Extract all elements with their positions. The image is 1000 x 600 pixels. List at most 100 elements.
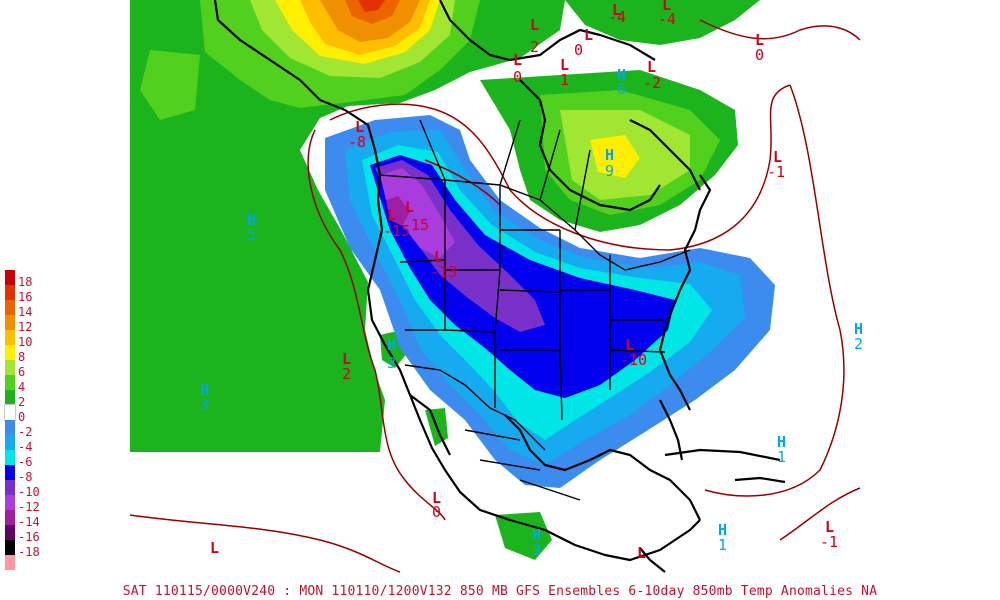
legend-label: 0 xyxy=(18,410,26,424)
political-borders xyxy=(379,119,691,501)
coast-labrador xyxy=(629,119,701,191)
center-value: 1 xyxy=(560,71,569,89)
center-letter: H xyxy=(605,146,614,164)
center-high-central-america: H1 xyxy=(718,521,727,554)
center-letter: L xyxy=(342,350,351,368)
legend-swatch xyxy=(5,465,15,480)
center-low-arctic-1: L-4 xyxy=(608,1,626,26)
center-low-ohio-valley: L-10 xyxy=(620,336,647,369)
legend-label: -12 xyxy=(18,500,40,514)
legend-entry: 10 xyxy=(5,330,65,349)
border-us-mexico xyxy=(404,364,546,451)
contour-atlantic xyxy=(704,84,845,497)
anomaly-centers: L-4 L-4 L0 L2 L0 L1 L0 L-2 L-8 L-1 L-15 … xyxy=(200,0,863,562)
legend-label: 14 xyxy=(18,305,33,319)
center-value: -2 xyxy=(643,74,661,92)
center-value: 0 xyxy=(574,41,583,59)
center-letter: H xyxy=(200,381,209,399)
center-low-bc-coast: L-8 xyxy=(348,118,366,151)
coast-alaska xyxy=(213,0,382,176)
mexico-states xyxy=(464,429,581,501)
province-lines xyxy=(419,119,591,231)
center-value: 2 xyxy=(854,335,863,353)
legend-swatch xyxy=(5,300,15,315)
center-letter: H xyxy=(718,521,727,539)
center-value: 0 xyxy=(432,503,441,521)
legend-label: 16 xyxy=(18,290,33,304)
center-value: 9 xyxy=(605,162,614,180)
fill-plus16-alaska xyxy=(358,0,385,12)
center-low-caribbean: L-1 xyxy=(820,518,838,551)
center-value: 1 xyxy=(718,536,727,554)
center-letter: H xyxy=(387,336,396,354)
legend-entry xyxy=(5,555,65,570)
legend-entry: -6 xyxy=(5,450,65,468)
contour-south xyxy=(129,514,401,573)
warm-anomaly-fills xyxy=(130,0,760,560)
center-letter: L xyxy=(647,58,656,76)
legend-entry: -12 xyxy=(5,495,65,514)
legend-swatch xyxy=(5,540,15,555)
center-letter: L xyxy=(387,206,396,224)
center-low-greenland: L0 xyxy=(755,31,764,64)
fill-plus2-pacific xyxy=(130,0,565,452)
center-letter: L xyxy=(612,1,621,19)
legend-swatch xyxy=(5,390,15,405)
legend-entry: -18 xyxy=(5,540,65,558)
center-low-south-pacific: L xyxy=(210,539,219,557)
legend-entry: 0 xyxy=(4,404,65,424)
center-value: 2 xyxy=(530,38,539,56)
center-letter: L xyxy=(584,26,593,44)
center-low-california: L2 xyxy=(342,350,351,383)
center-letter: L xyxy=(560,56,569,74)
fill-plus14-alaska xyxy=(345,0,400,24)
coastlines xyxy=(213,0,786,573)
legend-swatch xyxy=(5,315,15,330)
center-low-montana: L-13 xyxy=(430,248,457,281)
center-value: 3 xyxy=(200,396,209,414)
legend-entry: -2 xyxy=(5,420,65,439)
center-low-central-america: L xyxy=(637,544,646,562)
coast-pacific-west xyxy=(366,174,701,562)
center-high-epac: H3 xyxy=(532,526,541,559)
center-value: 5 xyxy=(247,226,256,244)
center-letter: H xyxy=(532,526,541,544)
center-value: -15 xyxy=(402,216,429,234)
center-letter: L xyxy=(773,148,782,166)
center-high-gulf-of-alaska: H5 xyxy=(247,211,256,244)
center-letter: L xyxy=(530,16,539,34)
state-lines-central xyxy=(499,229,666,421)
legend-swatch xyxy=(5,510,15,525)
center-letter: H xyxy=(854,320,863,338)
center-low-nunavut: L1 xyxy=(560,56,569,89)
legend-label: 10 xyxy=(18,335,33,349)
center-letter: L xyxy=(405,198,414,216)
legend-swatch xyxy=(5,480,15,495)
center-value: 0 xyxy=(513,68,522,86)
legend-swatch xyxy=(5,285,15,300)
center-value: 3 xyxy=(387,354,396,372)
legend-swatch xyxy=(5,420,15,435)
legend-entry: 12 xyxy=(5,315,65,333)
center-letter: L xyxy=(662,0,671,14)
center-letter: L xyxy=(355,118,364,136)
fill-plus8-hudson xyxy=(590,135,640,178)
coast-baja xyxy=(409,394,451,456)
color-legend: 18 16 14 12 10 8 6 4 2 0 -2 -4 -6 -8 -10 -12 -14 -16 -18 xyxy=(4,270,65,570)
legend-swatch xyxy=(5,495,15,510)
legend-swatch xyxy=(5,555,15,570)
legend-entry: -10 xyxy=(5,480,65,498)
legend-label: -2 xyxy=(18,425,33,439)
coast-caribbean-islands xyxy=(734,476,786,484)
center-value: -4 xyxy=(658,10,676,28)
center-low-atlantic: L-1 xyxy=(767,148,785,181)
center-low-ellesmere: L0 xyxy=(574,26,593,59)
fill-plus4-gulf xyxy=(140,50,200,120)
center-letter: L xyxy=(825,518,834,536)
legend-entry: 4 xyxy=(5,375,65,393)
legend-label: -16 xyxy=(18,530,40,544)
legend-entry: 6 xyxy=(5,360,65,378)
contour-arctic xyxy=(699,19,861,41)
legend-swatch xyxy=(4,404,16,421)
center-letter: L xyxy=(637,544,646,562)
